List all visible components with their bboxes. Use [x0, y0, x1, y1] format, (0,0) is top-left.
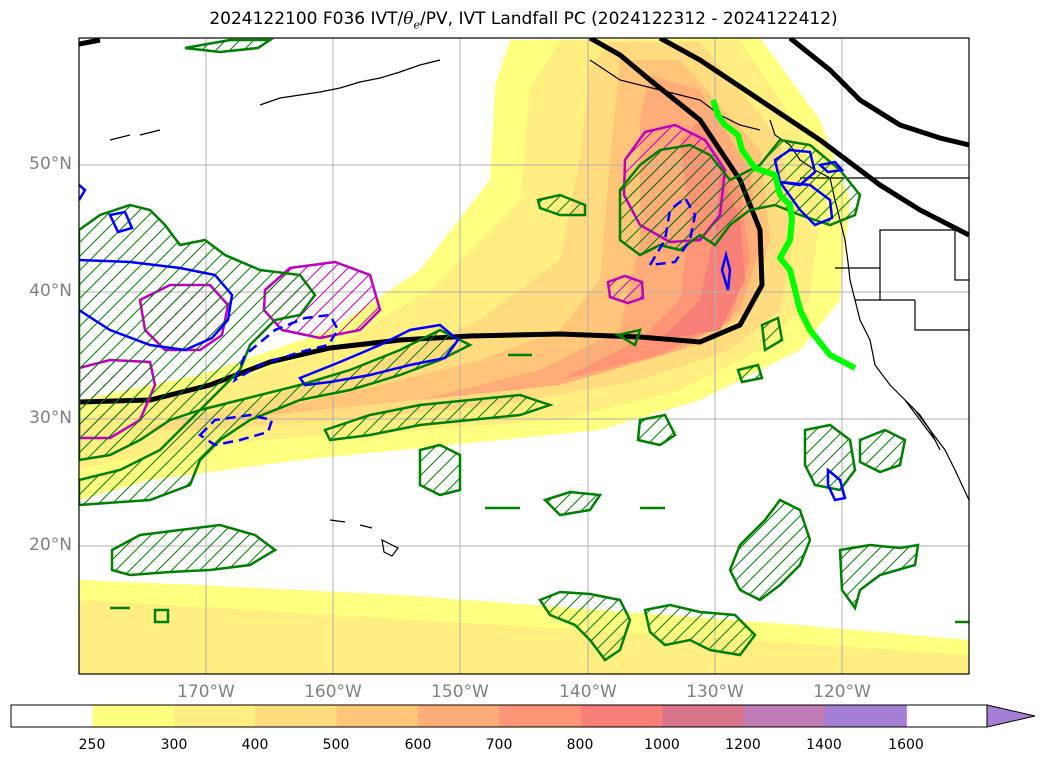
pv-region-s2 — [643, 603, 757, 657]
us-state-borders — [835, 229, 969, 331]
pv-region-se1 — [803, 423, 857, 492]
pv-neg-ne-dashed — [647, 196, 697, 267]
colorbar-frame — [10, 704, 988, 728]
colorbar-label: 1600 — [888, 737, 924, 753]
colorbar-label: 700 — [485, 737, 513, 753]
graticule — [79, 38, 969, 674]
pv-region-se3 — [838, 543, 920, 611]
hawaii — [329, 519, 399, 557]
baja — [904, 399, 941, 451]
colorbar-cell — [11, 705, 93, 727]
lon-label-150w: 150°W — [431, 682, 489, 702]
pv-band-tail — [323, 393, 554, 442]
pv-neg-edge — [79, 184, 87, 201]
pv-small-3 — [110, 606, 170, 624]
pv-neg-south-dashed — [198, 413, 274, 447]
lat-label-50: 50°N — [29, 154, 72, 174]
pv-region-mid3 — [636, 413, 677, 447]
map-plot-area — [79, 38, 969, 674]
pv-negative-contours — [79, 148, 847, 502]
colorbar-label: 500 — [322, 737, 350, 753]
colorbar-extend-arrow — [986, 704, 1036, 728]
lon-label-130w: 130°W — [686, 682, 744, 702]
colorbar-cell — [92, 705, 175, 727]
pv-neg-ne2 — [777, 180, 834, 227]
pv-small-5 — [614, 328, 642, 347]
pv-region-ne — [618, 138, 862, 257]
colorbar-label: 1200 — [725, 737, 761, 753]
colorbar-label: 400 — [241, 737, 269, 753]
magenta-region-5 — [606, 274, 645, 305]
colorbar-label: 1000 — [644, 737, 680, 753]
colorbar-cell — [255, 705, 338, 727]
colorbar-label: 1400 — [806, 737, 842, 753]
colorbar-cell — [662, 705, 745, 727]
pv-neg-ne3 — [817, 160, 845, 174]
colorbar-cell — [743, 705, 826, 727]
pv-neg-se — [826, 467, 847, 502]
pv-region-mid2 — [542, 490, 603, 517]
colorbar-label: 250 — [78, 737, 106, 753]
map-frame — [78, 37, 970, 675]
colorbar-cell — [173, 705, 256, 727]
pv-region-north — [184, 38, 275, 54]
colorbar-label: 800 — [566, 737, 594, 753]
pv-region-mid4 — [736, 363, 764, 384]
lon-label-170w: 170°W — [177, 682, 235, 702]
pv-positive-contours — [79, 38, 969, 662]
lat-label-30: 30°N — [29, 408, 72, 428]
lon-label-120w: 120°W — [813, 682, 871, 702]
theta-symbol: θe — [403, 9, 421, 32]
pv-neg-west — [79, 258, 234, 352]
theta-e-nw — [79, 38, 101, 47]
pv-region-s3 — [728, 498, 812, 602]
chart-title: 2024122100 F036 IVT/θe/PV, IVT Landfall … — [209, 9, 838, 32]
colorbar — [10, 704, 1036, 728]
colorbar-cell — [336, 705, 419, 727]
pv-neg-slim — [720, 250, 732, 291]
lat-label-40: 40°N — [29, 281, 72, 301]
pv-neg-central-dashed — [232, 313, 340, 383]
colorbar-cell — [580, 705, 663, 727]
landfall-line — [710, 99, 857, 371]
colorbar-cell — [499, 705, 582, 727]
pv-region-west — [79, 203, 317, 462]
aleutians — [259, 59, 441, 106]
lat-label-20: 20°N — [29, 535, 72, 555]
pv-neg-west-small — [108, 210, 134, 234]
pv-region-mid5 — [760, 316, 784, 353]
colorbar-label: 300 — [160, 737, 188, 753]
pv-region-sw — [110, 523, 278, 577]
pv-region-aleutian — [536, 193, 587, 217]
theta-e-ne-2 — [788, 38, 969, 148]
colorbar-label: 600 — [404, 737, 432, 753]
lon-label-160w: 160°W — [304, 682, 362, 702]
alaska-coast — [589, 59, 761, 131]
pv-region-mid1 — [418, 443, 462, 497]
pv-region-s1 — [538, 590, 632, 662]
colorbar-cell — [825, 705, 907, 727]
lon-label-140w: 140°W — [559, 682, 617, 702]
colorbar-cell — [418, 705, 500, 727]
ivt-map — [78, 37, 970, 675]
pv-region-se2 — [858, 428, 907, 474]
pv-neg-central — [298, 323, 460, 387]
ivt-band-south-300 — [79, 600, 969, 674]
theta-e-ne-1 — [658, 38, 969, 238]
